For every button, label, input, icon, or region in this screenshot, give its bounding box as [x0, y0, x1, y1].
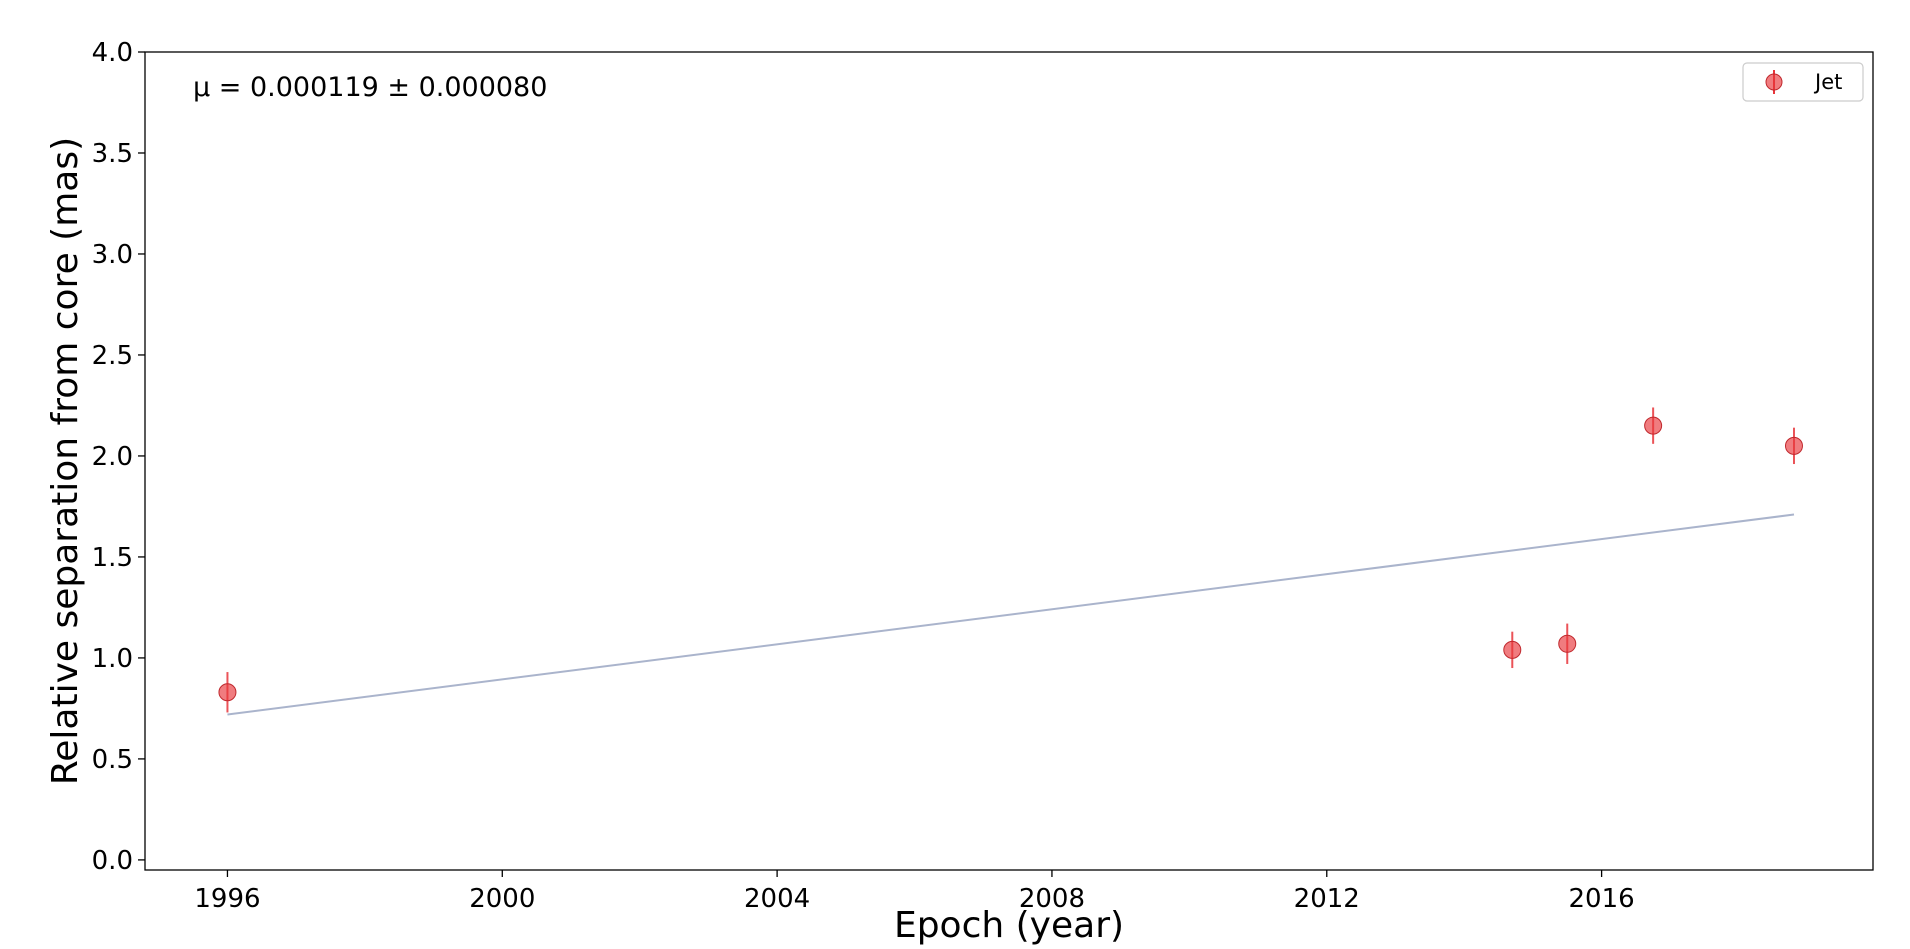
- x-tick-label: 2000: [469, 884, 535, 914]
- y-axis-title: Relative separation from core (mas): [45, 137, 86, 785]
- y-axis: 0.0 0.5 1.0 1.5 2.0 2.5 3.0 3.5 4.0: [92, 38, 145, 876]
- y-tick-label: 2.5: [92, 341, 133, 371]
- x-axis: 1996 2000 2004 2008 2012 2016: [194, 870, 1635, 914]
- y-tick-label: 4.0: [92, 38, 133, 68]
- x-tick-label: 2012: [1294, 884, 1360, 914]
- x-axis-title: Epoch (year): [894, 905, 1124, 946]
- x-tick-label: 2004: [744, 884, 810, 914]
- legend: Jet: [1742, 62, 1864, 102]
- y-tick-label: 0.0: [92, 846, 133, 876]
- x-tick-label: 1996: [194, 884, 260, 914]
- y-tick-label: 3.5: [92, 139, 133, 169]
- x-tick-label: 2016: [1569, 884, 1635, 914]
- data-point: [1558, 634, 1577, 653]
- plot-frame: [144, 51, 1874, 871]
- y-tick-label: 3.0: [92, 240, 133, 270]
- data-point: [1784, 436, 1803, 455]
- points-layer: [218, 407, 1803, 713]
- legend-marker: [1765, 73, 1783, 91]
- x-tick-label: 2008: [1019, 884, 1085, 914]
- y-tick-label: 1.0: [92, 644, 133, 674]
- y-tick-label: 2.0: [92, 442, 133, 472]
- y-tick-label: 1.5: [92, 543, 133, 573]
- fit-annotation: μ = 0.000119 ± 0.000080: [193, 72, 547, 103]
- fit-line: [227, 513, 1795, 716]
- legend-box: [1742, 62, 1864, 102]
- data-point: [1644, 416, 1663, 435]
- fit-layer: [227, 513, 1795, 716]
- data-point: [1503, 640, 1522, 659]
- data-point: [218, 683, 237, 702]
- legend-label: Jet: [1813, 70, 1842, 94]
- y-tick-label: 0.5: [92, 745, 133, 775]
